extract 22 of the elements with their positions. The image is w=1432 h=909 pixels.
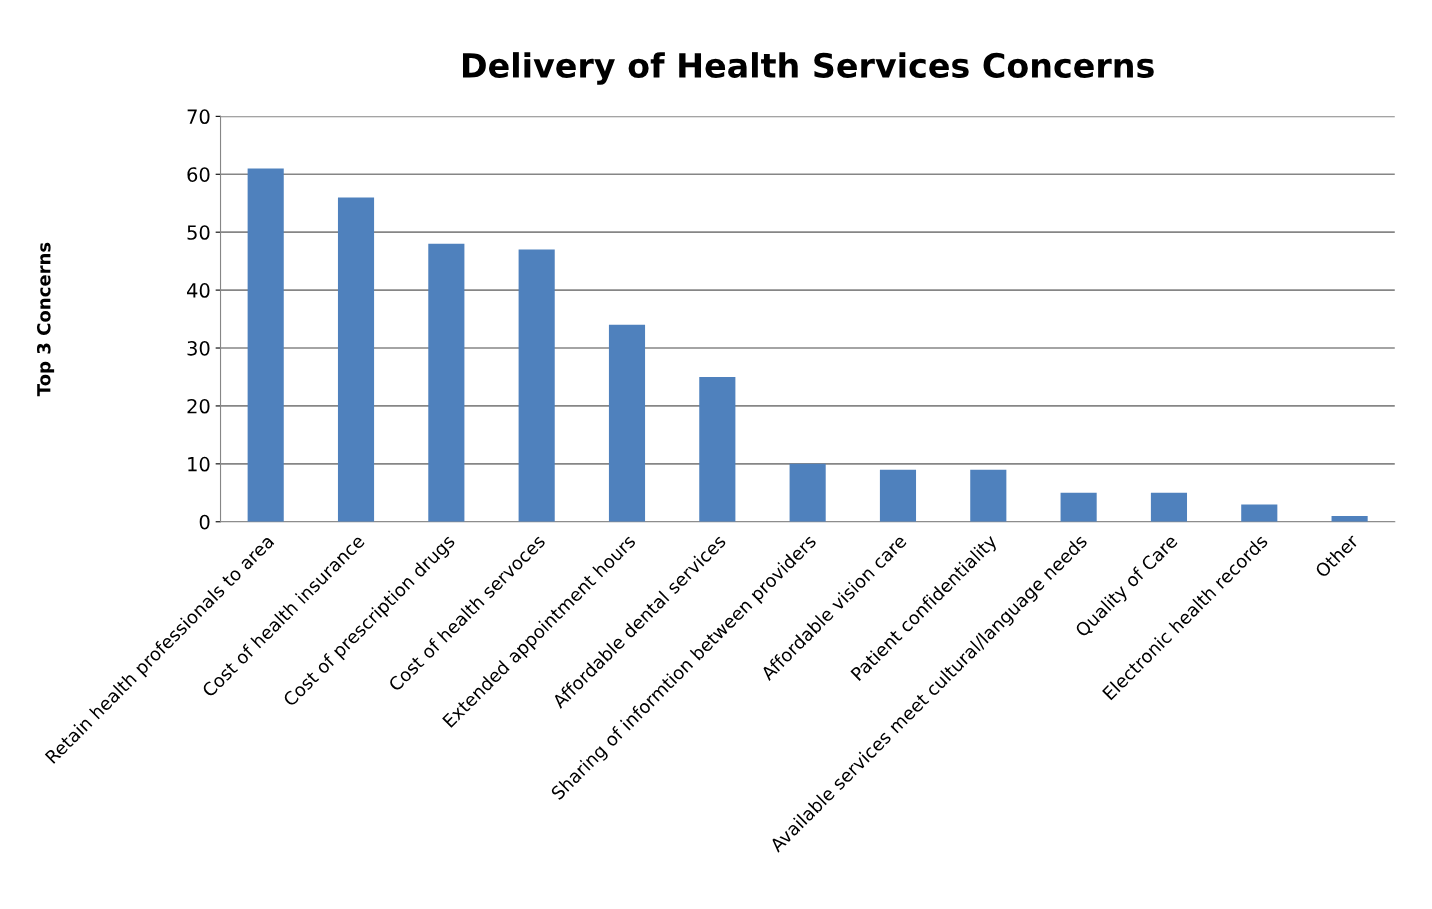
- y-tick-label: 0: [199, 514, 210, 530]
- bar: [518, 249, 555, 522]
- y-tick-label: 40: [187, 283, 210, 298]
- chart-title: Delivery of Health Services Concerns: [462, 52, 1154, 85]
- bar: [337, 197, 375, 522]
- bar: [699, 376, 736, 522]
- y-tick-label: 50: [187, 225, 210, 240]
- y-tick-label: 20: [187, 398, 210, 414]
- bar: [970, 469, 1007, 522]
- bar: [428, 243, 465, 522]
- bar: [1241, 504, 1278, 522]
- bar: [1150, 492, 1188, 522]
- y-axis-title: Top 3 Concerns: [36, 242, 55, 397]
- bar: [879, 469, 917, 522]
- y-tick-label: 10: [188, 456, 210, 472]
- y-tick-label: 30: [187, 340, 210, 356]
- bar: [1060, 492, 1097, 522]
- y-tick-label: 60: [187, 167, 210, 182]
- bar: [247, 168, 284, 522]
- y-tick-label: 70: [187, 109, 210, 125]
- bar: [789, 463, 826, 522]
- bar: [608, 324, 646, 522]
